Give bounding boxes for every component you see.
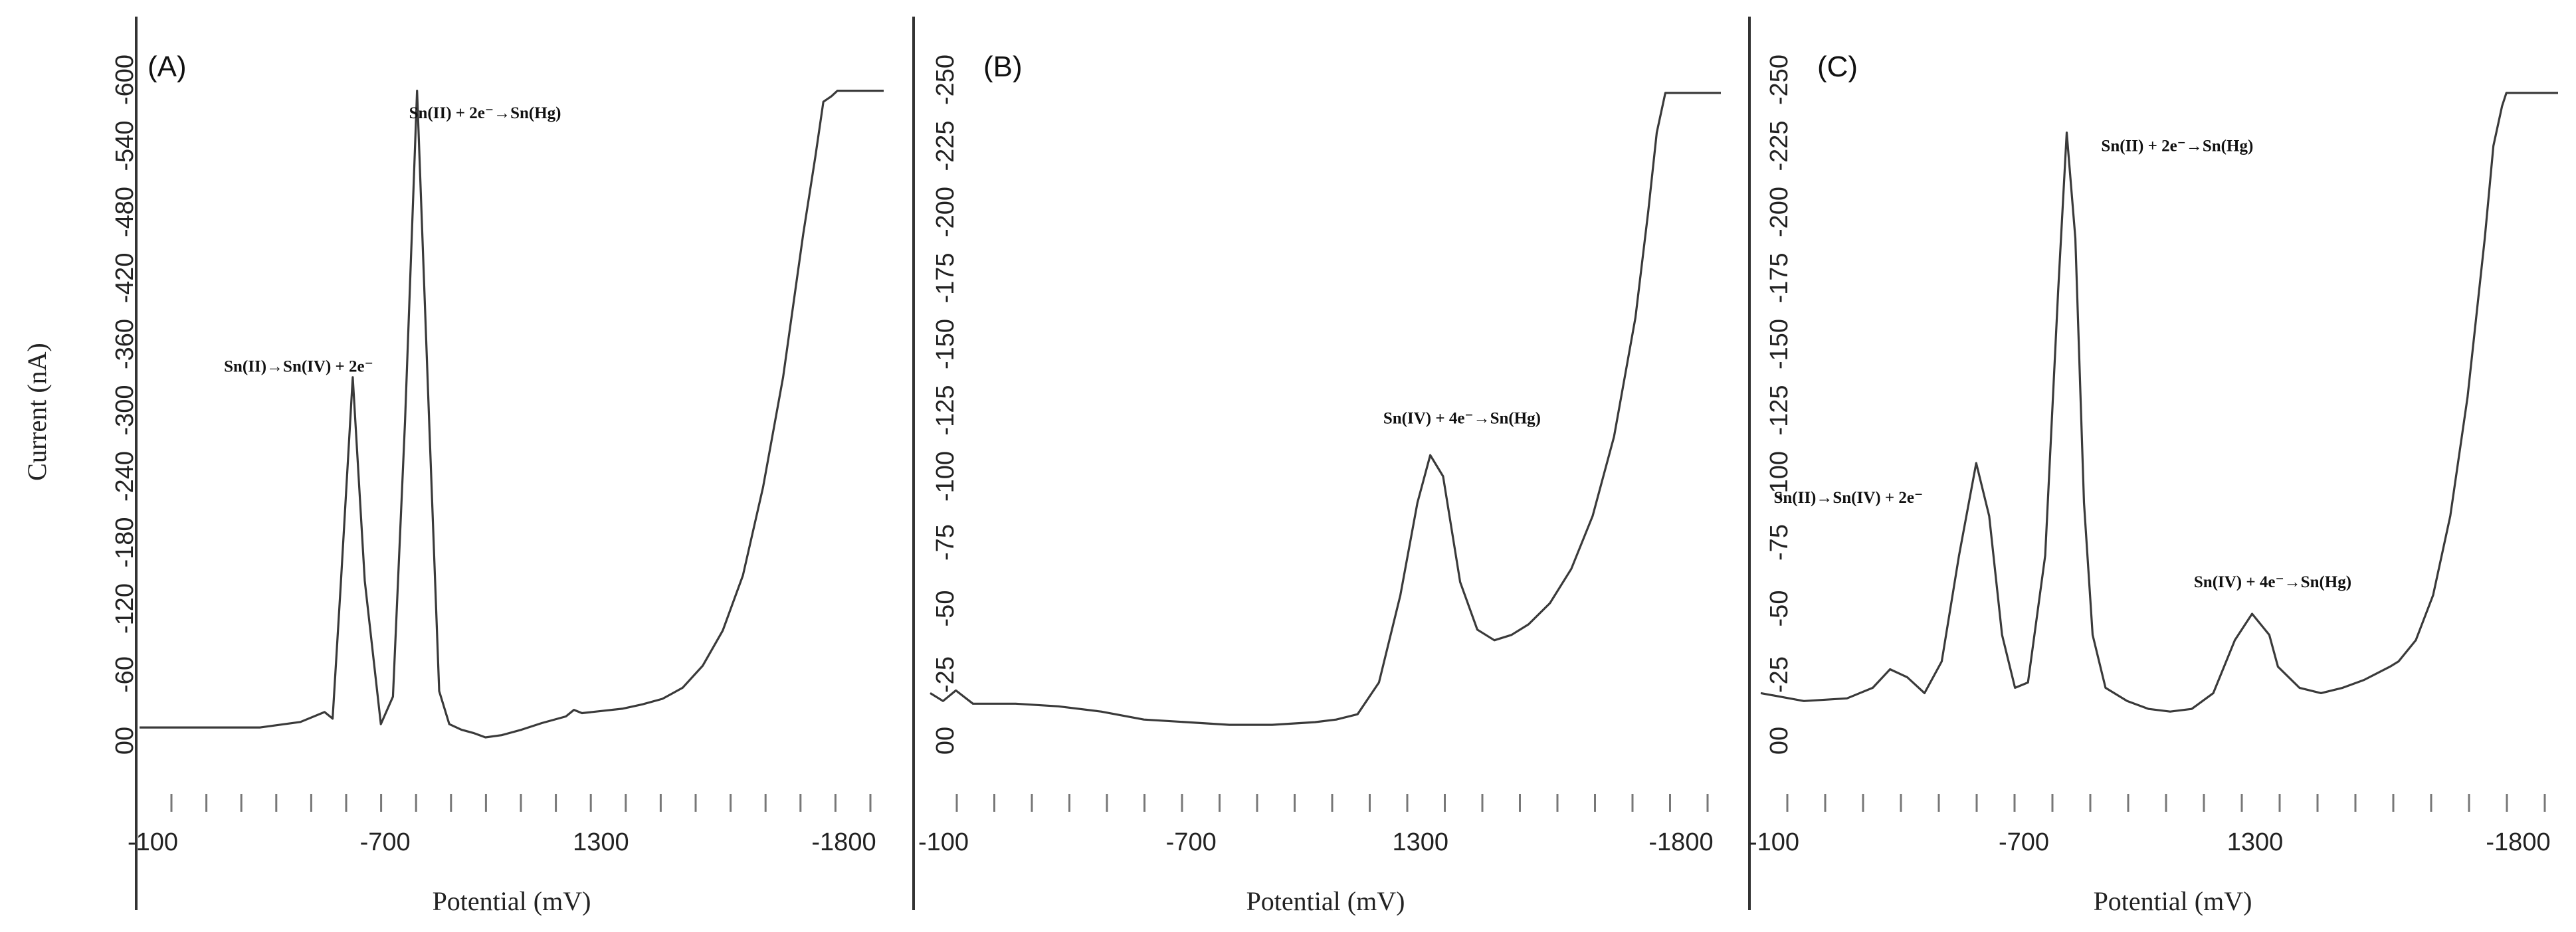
y-tick-label: -50 bbox=[932, 591, 959, 627]
peak-annotation: Sn(IV) + 4e⁻→Sn(Hg) bbox=[1383, 409, 1541, 427]
voltammogram-trace bbox=[1760, 92, 2558, 713]
x-tick-label: -700 bbox=[1999, 828, 2049, 856]
x-tick-label: -1800 bbox=[811, 828, 876, 856]
y-tick-label: -225 bbox=[1765, 120, 1793, 171]
panel-a: 00 -60 -120 -180 -240 -300 -360 -420 -480 -540 -60… bbox=[22, 17, 884, 916]
y-tick-label: -60 bbox=[111, 656, 139, 693]
y-tick-label: -200 bbox=[1765, 187, 1793, 237]
x-axis-title: Potential (mV) bbox=[1246, 886, 1405, 916]
y-tick-label: -180 bbox=[111, 517, 139, 567]
peak-annotation: Sn(II)→Sn(IV) + 2e⁻ bbox=[224, 357, 373, 375]
y-tick-label: 00 bbox=[111, 727, 139, 755]
x-tick-label: -1800 bbox=[1648, 828, 1713, 856]
y-tick-label: -480 bbox=[111, 187, 139, 237]
y-tick-label: -600 bbox=[111, 54, 139, 105]
y-tick-label: -100 bbox=[932, 451, 959, 502]
y-tick-label: -240 bbox=[111, 451, 139, 502]
x-axis-title: Potential (mV) bbox=[433, 886, 591, 916]
y-tick-label: -50 bbox=[1765, 591, 1793, 627]
y-tick-label: -150 bbox=[1765, 319, 1793, 369]
y-tick-label: -360 bbox=[111, 319, 139, 369]
y-tick-label: -100 bbox=[1765, 451, 1793, 502]
y-tick-label: -300 bbox=[111, 385, 139, 435]
panel-label: (A) bbox=[148, 50, 187, 83]
y-tick-label: -175 bbox=[1765, 252, 1793, 303]
x-tick-label: 1300 bbox=[2227, 828, 2284, 856]
x-axis-title: Potential (mV) bbox=[2094, 886, 2252, 916]
y-tick-label: 00 bbox=[932, 727, 959, 755]
panel-label: (C) bbox=[1817, 50, 1858, 83]
panel-label: (B) bbox=[983, 50, 1023, 83]
y-tick-label: -75 bbox=[1765, 524, 1793, 561]
y-tick-label: -250 bbox=[932, 54, 959, 105]
y-tick-label: -125 bbox=[1765, 385, 1793, 435]
y-tick-label: -25 bbox=[932, 656, 959, 693]
y-tick-label: -540 bbox=[111, 120, 139, 171]
panel-c: 00 -25 -50 -75 -100 -125 -150 -175 -200 -225 -250 -… bbox=[1748, 17, 2558, 916]
x-tick-label: -100 bbox=[1749, 828, 1799, 856]
voltammogram-trace bbox=[930, 92, 1721, 726]
y-tick-label: -25 bbox=[1765, 656, 1793, 693]
x-tick-label: -100 bbox=[128, 828, 178, 856]
voltammogram-trace bbox=[140, 90, 884, 739]
x-tick-label: 1300 bbox=[573, 828, 629, 856]
x-tick-label: -700 bbox=[360, 828, 411, 856]
x-tick-label: -100 bbox=[918, 828, 969, 856]
peak-annotation: Sn(II)→Sn(IV) + 2e⁻ bbox=[1773, 489, 1923, 507]
y-tick-label: -150 bbox=[932, 319, 959, 369]
panel-b: 00 -25 -50 -75 -100 -125 -150 -175 -200 -225 -250 -… bbox=[912, 17, 1721, 916]
y-tick-label: -420 bbox=[111, 252, 139, 303]
y-tick-label: -75 bbox=[932, 524, 959, 561]
x-tick-label: -1800 bbox=[2486, 828, 2550, 856]
y-tick-label: -250 bbox=[1765, 54, 1793, 105]
x-tick-label: -700 bbox=[1166, 828, 1217, 856]
y-tick-label: -225 bbox=[932, 120, 959, 171]
y-tick-label: -200 bbox=[932, 187, 959, 237]
y-tick-label: 00 bbox=[1765, 727, 1793, 755]
y-tick-label: -175 bbox=[932, 252, 959, 303]
peak-annotation: Sn(II) + 2e⁻→Sn(Hg) bbox=[2101, 137, 2253, 155]
y-axis-title: Current (nA) bbox=[22, 343, 52, 481]
y-tick-label: -120 bbox=[111, 583, 139, 634]
peak-annotation: Sn(II) + 2e⁻→Sn(Hg) bbox=[409, 104, 561, 122]
peak-annotation: Sn(IV) + 4e⁻→Sn(Hg) bbox=[2194, 573, 2351, 591]
y-tick-label: -125 bbox=[932, 385, 959, 435]
x-tick-label: 1300 bbox=[1393, 828, 1449, 856]
